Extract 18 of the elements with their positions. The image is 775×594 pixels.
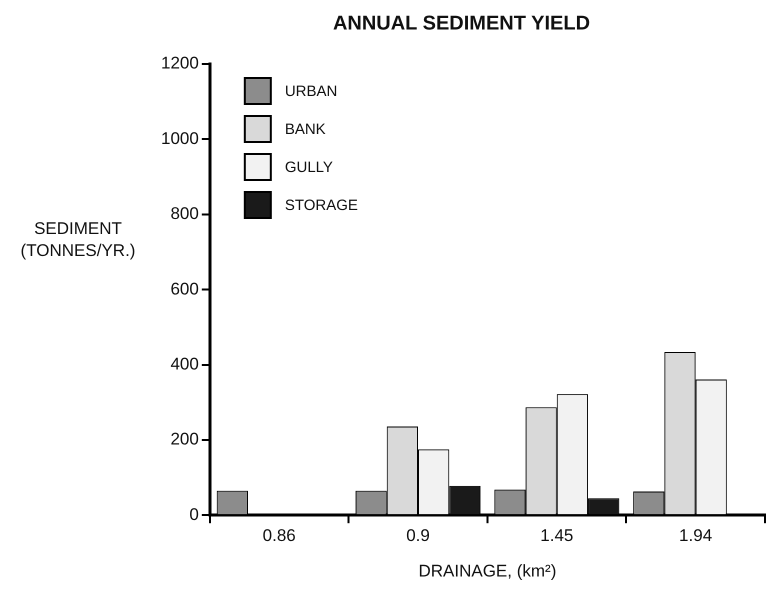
y-tick-label: 1200: [160, 54, 199, 73]
x-axis-title: DRAINAGE, (km²): [418, 561, 556, 580]
y-tick-label: 200: [170, 430, 199, 449]
y-tick-label: 600: [170, 279, 199, 298]
x-tick-label: 0.9: [406, 526, 430, 546]
legend-label: URBAN: [284, 83, 338, 100]
y-tick-label: 1000: [160, 128, 199, 148]
y-axis-title: SEDIMENT (TONNES/YR.): [20, 218, 136, 262]
legend-label: GULLY: [284, 159, 333, 176]
chart-title: ANNUAL SEDIMENT YIELD: [332, 12, 590, 35]
x-tick-label: 1.94: [679, 526, 712, 546]
x-tick-label: 0.86: [262, 526, 296, 546]
y-tick-label: 400: [170, 354, 199, 374]
y-tick-label: 800: [170, 204, 199, 224]
legend-label: STORAGE: [284, 197, 358, 214]
x-tick-label: 1.45: [540, 526, 574, 546]
y-tick-label: 0: [189, 504, 199, 524]
legend-label: BANK: [284, 121, 326, 138]
